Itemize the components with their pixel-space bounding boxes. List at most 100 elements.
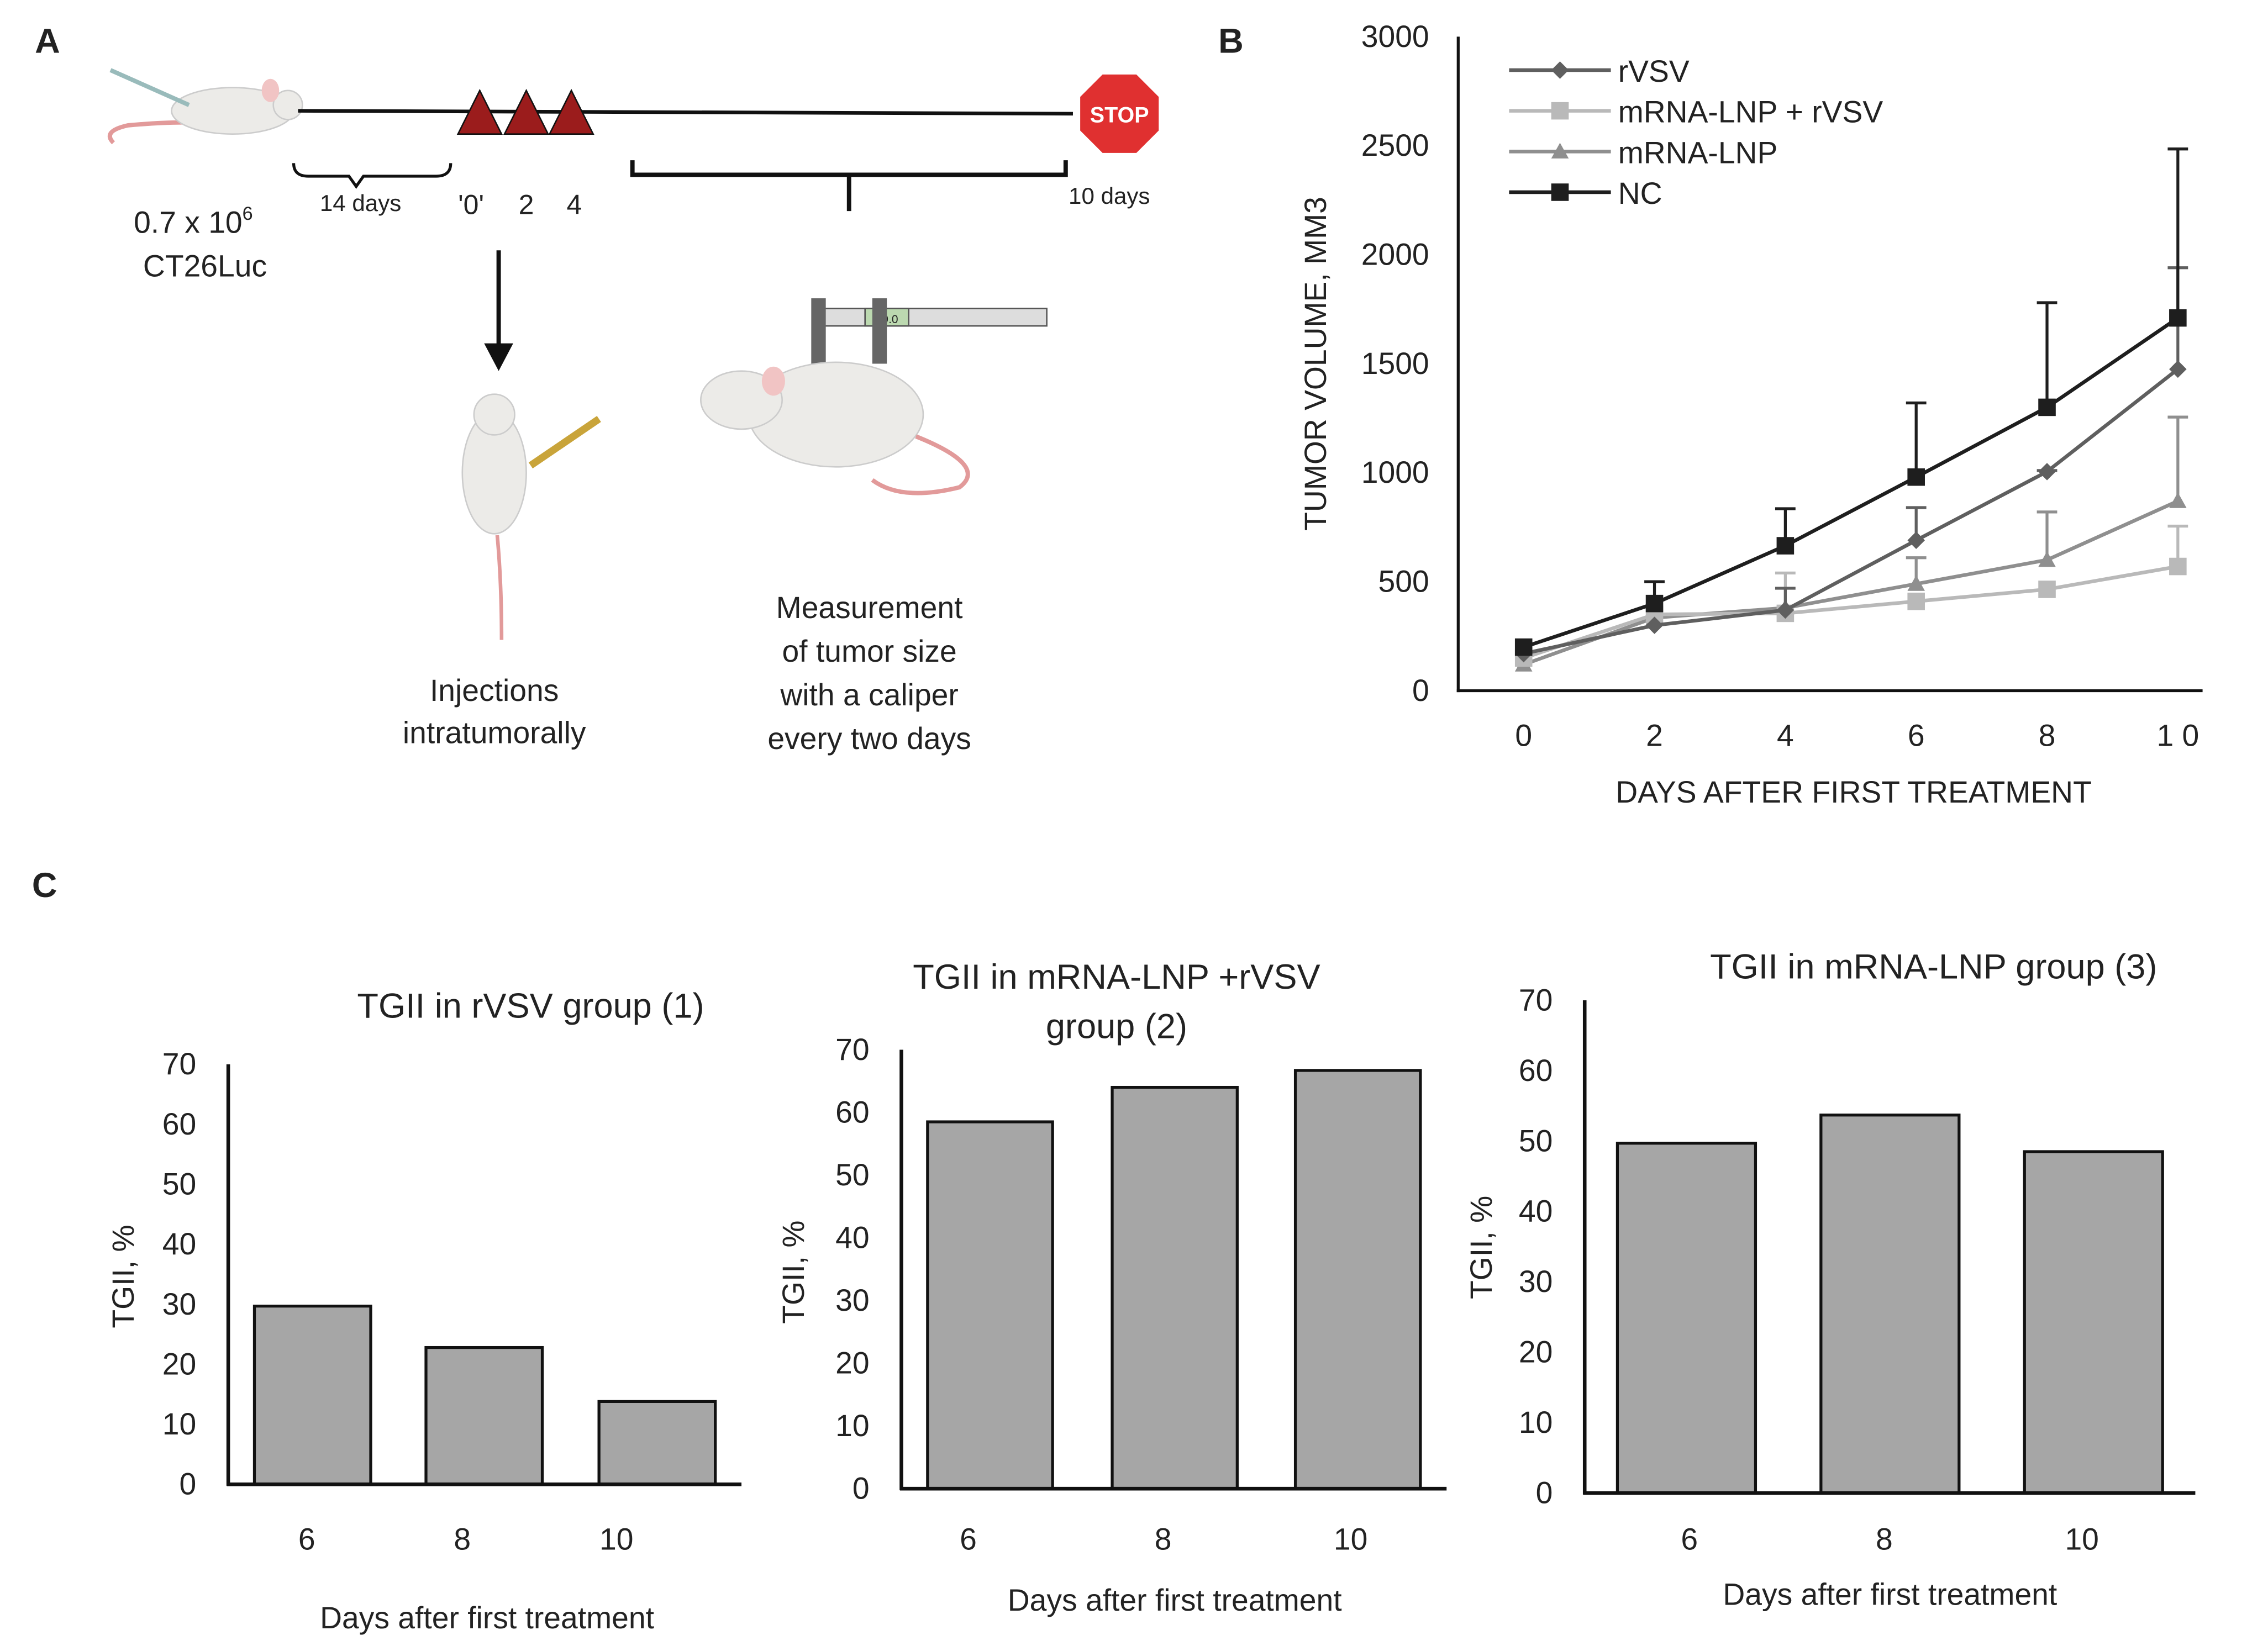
x-axis-label: Days after first treatment — [1008, 1583, 1342, 1617]
y-tick-label: 1500 — [1361, 346, 1429, 381]
x-tick-label: 4 — [1777, 719, 1794, 753]
x-tick-label: 6 — [1908, 719, 1925, 753]
panel-label-b: B — [1218, 22, 1244, 60]
triangle-marker — [1907, 575, 1925, 591]
y-tick-label: 40 — [162, 1227, 196, 1261]
bar — [2023, 1150, 2164, 1495]
square-marker — [2169, 557, 2187, 576]
x-tick-label: 8 — [454, 1522, 471, 1557]
series-nc — [1514, 147, 2188, 656]
y-tick-label: 3000 — [1361, 19, 1429, 54]
injection-caption: intratumorally — [403, 715, 586, 750]
square-marker — [1551, 183, 1569, 201]
interval-14-days: 14 days — [320, 190, 401, 216]
y-tick-label: 70 — [835, 1032, 869, 1067]
y-tick-label: 30 — [835, 1283, 869, 1317]
y-tick-label: 20 — [1519, 1335, 1553, 1369]
y-tick-label: 1000 — [1361, 455, 1429, 489]
y-tick-label: 20 — [162, 1347, 196, 1381]
square-marker — [1907, 468, 1925, 486]
y-tick-label: 30 — [162, 1287, 196, 1321]
series-rvsv — [1514, 266, 2188, 663]
square-marker — [2038, 581, 2056, 598]
legend-item: rVSV — [1509, 54, 1690, 88]
timeline — [298, 109, 1073, 116]
diamond-marker — [2169, 360, 2187, 378]
x-tick-label: 8 — [1155, 1522, 1172, 1557]
square-marker — [1551, 102, 1569, 120]
x-tick-label: 2 — [1646, 719, 1663, 753]
arrow-head-icon — [484, 343, 513, 371]
brace-14-days — [292, 163, 452, 189]
tgii-chart-mrna-lnp: TGII in mRNA-LNP group (3) 0 10 20 30 40 50 60 7… — [1464, 948, 2196, 1612]
tgii-chart-mrna-lnp-rvsv: TGII in mRNA-LNP +rVSV group (2) 0 10 20 30 40… — [776, 958, 1447, 1617]
square-marker — [1776, 537, 1795, 555]
triangle-marker — [2038, 551, 2056, 567]
y-axis-label: TGII, % — [106, 1225, 140, 1328]
measurement-caption: of tumor size — [782, 634, 956, 668]
dose-label: '0' — [458, 189, 484, 220]
stop-sign-icon: STOP — [1077, 71, 1162, 156]
y-tick-label: 60 — [1519, 1053, 1553, 1088]
series-line — [1523, 499, 2179, 667]
legend-label: NC — [1618, 176, 1662, 210]
triangle-marker — [2169, 492, 2187, 508]
dose-triangle-icon — [456, 88, 503, 135]
x-tick-label: 1 0 — [2156, 719, 2199, 753]
y-tick-label: 60 — [835, 1095, 869, 1129]
dose-triangle-icon — [548, 88, 594, 135]
bar — [1819, 1114, 1961, 1495]
diamond-marker — [1776, 601, 1795, 619]
square-marker — [1514, 638, 1533, 656]
x-tick-label: 10 — [1334, 1522, 1367, 1557]
bar — [926, 1120, 1054, 1490]
y-tick-label: 0 — [180, 1467, 197, 1501]
diamond-marker — [1907, 531, 1925, 549]
series-line — [1523, 565, 2178, 660]
caliper-icon: 19.0 — [811, 298, 1048, 364]
bracket-10-days — [630, 160, 1068, 212]
y-tick-label: 10 — [835, 1408, 869, 1443]
series-line — [1523, 316, 2179, 649]
y-axis-label: TUMOR VOLUME, MM3 — [1298, 197, 1333, 531]
bar — [1616, 1142, 1757, 1495]
measurement-caption: with a caliper — [780, 678, 958, 712]
tgii-chart-rvsv: TGII in rVSV group (1) 0 10 20 30 40 50 60 70 6 8 1… — [106, 987, 742, 1635]
bar — [252, 1305, 372, 1486]
bar — [424, 1346, 544, 1486]
y-tick-label: 50 — [835, 1158, 869, 1192]
chart-title: TGII in mRNA-LNP group (3) — [1710, 948, 2157, 986]
panel-label-a: A — [35, 22, 60, 60]
interval-10-days: 10 days — [1069, 183, 1150, 209]
cell-line: CT26Luc — [143, 249, 267, 283]
x-tick-label: 0 — [1515, 719, 1532, 753]
diamond-marker — [1551, 61, 1569, 79]
bar — [597, 1400, 717, 1486]
measurement-caption: every two days — [767, 721, 971, 756]
x-axis-label: Days after first treatment — [320, 1601, 654, 1635]
x-tick-label: 6 — [1681, 1522, 1698, 1557]
dose-triangle-icon — [503, 88, 550, 135]
triangle-marker — [1551, 143, 1569, 159]
legend-item: mRNA-LNP — [1509, 135, 1777, 170]
square-marker — [1907, 592, 1925, 610]
x-tick-label: 10 — [2065, 1522, 2098, 1557]
chart-title: TGII in rVSV group (1) — [357, 987, 704, 1026]
svg-text:STOP: STOP — [1090, 103, 1149, 128]
y-tick-label: 500 — [1378, 565, 1429, 599]
mouse-inoculation-icon — [107, 68, 303, 145]
y-tick-label: 0 — [853, 1471, 870, 1506]
panel-label-c: C — [32, 866, 57, 905]
x-tick-label: 8 — [2039, 719, 2056, 753]
x-tick-label: 8 — [1876, 1522, 1893, 1557]
square-marker — [1645, 594, 1664, 613]
y-axis-label: TGII, % — [1464, 1196, 1498, 1299]
y-tick-label: 2000 — [1361, 238, 1429, 272]
square-marker — [2038, 398, 2056, 416]
x-tick-label: 6 — [298, 1522, 315, 1557]
legend-label: rVSV — [1618, 54, 1690, 88]
x-axis-label: Days after first treatment — [1723, 1578, 2057, 1612]
panel-a-schematic: STOP 14 days '0' 2 4 10 days 0.7 x 106 C… — [107, 68, 1162, 756]
